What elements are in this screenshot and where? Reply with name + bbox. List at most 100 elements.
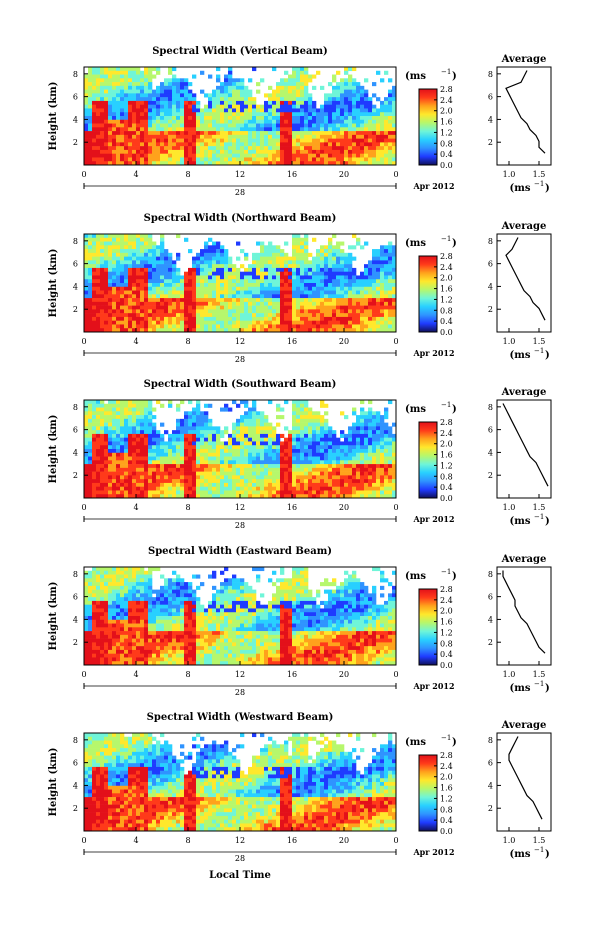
heatmap-cell xyxy=(316,426,321,431)
heatmap-cell xyxy=(256,452,261,457)
heatmap-cell xyxy=(88,328,93,332)
heatmap-cell xyxy=(148,313,153,318)
heatmap-cell xyxy=(92,441,97,446)
heatmap-cell xyxy=(280,108,285,113)
heatmap-cell xyxy=(208,464,213,469)
heatmap-cell xyxy=(368,286,373,291)
heatmap-cell xyxy=(364,78,369,83)
heatmap-cell xyxy=(256,104,261,109)
heatmap-cell xyxy=(128,134,133,139)
heatmap-cell xyxy=(144,241,149,246)
heatmap-cell xyxy=(248,426,253,431)
heatmap-cell xyxy=(292,264,297,269)
heatmap-cell xyxy=(144,316,149,321)
heatmap-cell xyxy=(136,460,141,465)
heatmap-cell xyxy=(312,433,317,438)
heatmap-cell xyxy=(204,157,209,162)
heatmap-cell xyxy=(364,275,369,280)
heatmap-cell xyxy=(216,97,221,102)
heatmap-cell xyxy=(220,313,225,318)
heatmap-cell xyxy=(372,279,377,284)
heatmap-cell xyxy=(176,286,181,291)
heatmap-cell xyxy=(120,494,125,498)
heatmap-cell xyxy=(200,267,205,272)
heatmap-cell xyxy=(260,286,265,291)
heatmap-cell xyxy=(300,237,305,242)
heatmap-cell xyxy=(288,479,293,484)
heatmap-cell xyxy=(372,290,377,295)
heatmap-cell xyxy=(148,119,153,124)
heatmap-cell xyxy=(340,290,345,295)
heatmap-cell xyxy=(348,313,353,318)
heatmap-cell xyxy=(340,153,345,158)
heatmap-cell xyxy=(288,320,293,325)
heatmap-cell xyxy=(384,70,389,75)
heatmap-cell xyxy=(292,275,297,280)
heatmap-cell xyxy=(132,82,137,87)
heatmap-cell xyxy=(100,283,105,288)
heatmap-cell xyxy=(220,271,225,276)
heatmap-cell xyxy=(156,433,161,438)
heatmap-cell xyxy=(180,400,185,405)
heatmap-cell xyxy=(104,490,109,495)
heatmap-cell xyxy=(152,426,157,431)
heatmap-cell xyxy=(268,437,273,442)
heatmap-cell xyxy=(84,418,89,423)
heatmap-cell xyxy=(116,449,121,454)
heatmap-cell xyxy=(196,256,201,261)
heatmap-cell xyxy=(296,256,301,261)
x-tick-label: 20 xyxy=(339,170,349,179)
heatmap-cell xyxy=(100,161,105,165)
heatmap-cell xyxy=(304,471,309,476)
heatmap-cell xyxy=(244,415,249,420)
heatmap-cell xyxy=(256,328,261,332)
heatmap-cell xyxy=(156,286,161,291)
heatmap-cell xyxy=(292,97,297,102)
heatmap-cell xyxy=(100,138,105,143)
heatmap-cell xyxy=(108,460,113,465)
heatmap-cell xyxy=(96,400,101,405)
heatmap-cell xyxy=(248,475,253,480)
heatmap-cell xyxy=(148,123,153,128)
heatmap-cell xyxy=(120,467,125,472)
heatmap-cell xyxy=(140,456,145,461)
heatmap-cell xyxy=(220,301,225,306)
heatmap-cell xyxy=(216,279,221,284)
heatmap-cell xyxy=(276,475,281,480)
heatmap-cell xyxy=(204,146,209,151)
heatmap-cell xyxy=(236,490,241,495)
heatmap-cell xyxy=(364,279,369,284)
heatmap-cell xyxy=(292,249,297,254)
heatmap-cell xyxy=(308,104,313,109)
heatmap-cell xyxy=(244,142,249,147)
heatmap-cell xyxy=(300,422,305,427)
heatmap-cell xyxy=(388,100,393,105)
heatmap-cell xyxy=(108,301,113,306)
x-tick-label: 4 xyxy=(133,337,138,346)
heatmap-cell xyxy=(124,112,129,117)
heatmap-cell xyxy=(232,437,237,442)
heatmap-cell xyxy=(328,294,333,299)
colorbar xyxy=(418,255,438,333)
heatmap-cell xyxy=(264,271,269,276)
profile-y-tick-label: 6 xyxy=(488,260,493,269)
heatmap-cell xyxy=(168,104,173,109)
heatmap-cell xyxy=(304,290,309,295)
heatmap-cell xyxy=(92,490,97,495)
heatmap-cell xyxy=(124,298,129,303)
heatmap-cell xyxy=(88,249,93,254)
heatmap-cell xyxy=(128,127,133,132)
heatmap-cell xyxy=(168,85,173,90)
heatmap-cell xyxy=(272,252,277,257)
heatmap-cell xyxy=(188,309,193,314)
heatmap-cell xyxy=(88,430,93,435)
heatmap-cell xyxy=(208,279,213,284)
heatmap-cell xyxy=(296,460,301,465)
heatmap-cell xyxy=(296,123,301,128)
heatmap-cell xyxy=(100,411,105,416)
heatmap-cell xyxy=(392,93,396,98)
heatmap-cell xyxy=(112,460,117,465)
heatmap-cell xyxy=(292,403,297,408)
heatmap-cell xyxy=(148,411,153,416)
heatmap-cell xyxy=(344,100,349,105)
